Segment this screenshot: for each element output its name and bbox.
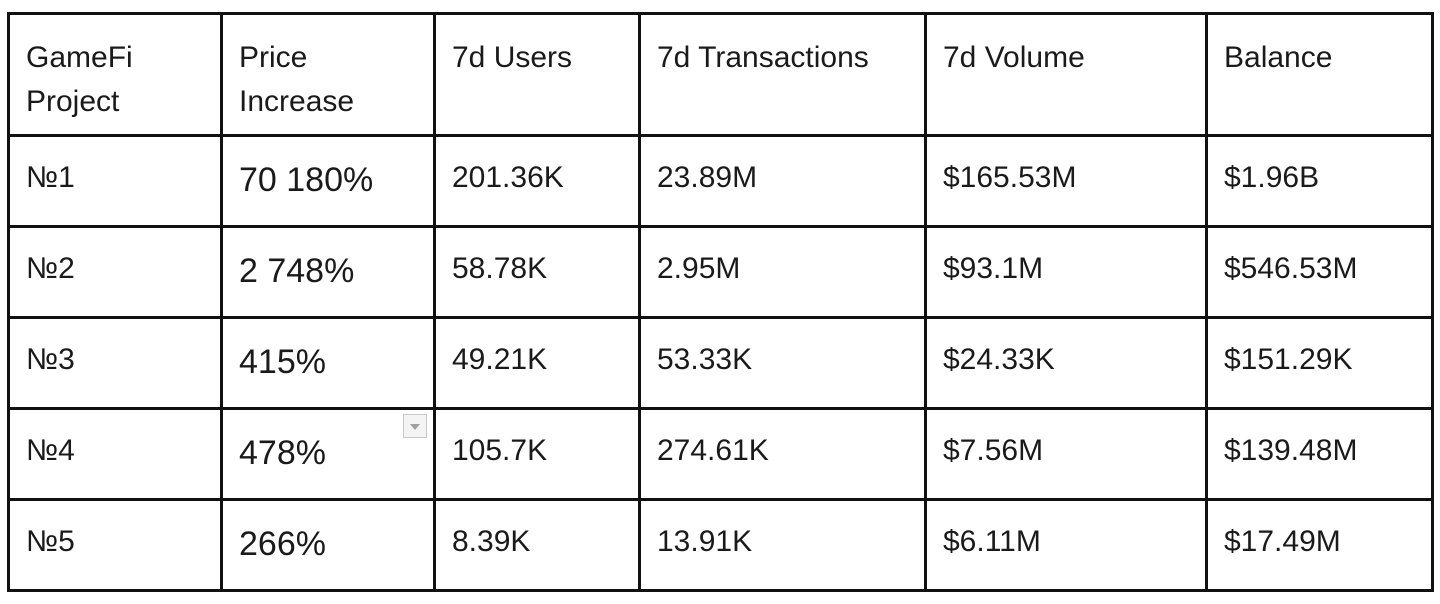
cell-text: $139.48M (1224, 434, 1358, 467)
header-label-project: GameFi Project (10, 15, 220, 124)
header-cell-price-increase[interactable]: Price Increase (220, 12, 436, 137)
cell-balance[interactable]: $139.48M (1205, 407, 1434, 501)
header-cell-7d-users[interactable]: 7d Users (433, 12, 641, 137)
header-row: GameFi Project Price Increase 7d Users 7… (7, 12, 1434, 137)
cell-text: 266% (239, 525, 326, 563)
table-row: №5 266% 8.39K 13.91K $6.11M $17.49M (7, 498, 1434, 592)
cell-text: $151.29K (1224, 343, 1353, 376)
cell-price-increase[interactable]: 415% (220, 316, 436, 410)
cell-text: 478% (239, 434, 326, 472)
cell-project[interactable]: №1 (7, 134, 223, 228)
cell-text: №3 (26, 343, 75, 376)
cell-text: 201.36K (452, 161, 564, 194)
cell-7d-transactions[interactable]: 2.95M (638, 225, 927, 319)
cell-7d-volume[interactable]: $24.33K (924, 316, 1208, 410)
table-row: №2 2 748% 58.78K 2.95M $93.1M $546.53M (7, 225, 1434, 319)
header-label-line: Price (239, 41, 308, 74)
cell-7d-transactions[interactable]: 274.61K (638, 407, 927, 501)
cell-text: №4 (26, 434, 75, 467)
cell-7d-users[interactable]: 201.36K (433, 134, 641, 228)
cell-text: 415% (239, 343, 326, 381)
cell-text: 23.89M (657, 161, 758, 194)
cell-text: 58.78K (452, 252, 548, 285)
header-label-7d-users: 7d Users (452, 41, 573, 74)
cell-text: $24.33K (943, 343, 1055, 376)
cell-text: 2 748% (239, 252, 355, 290)
cell-text: №1 (26, 161, 75, 194)
cell-price-increase[interactable]: 70 180% (220, 134, 436, 228)
cell-text: 49.21K (452, 343, 548, 376)
header-label-balance: Balance (1224, 41, 1333, 74)
cell-project[interactable]: №3 (7, 316, 223, 410)
cell-7d-users[interactable]: 58.78K (433, 225, 641, 319)
cell-balance[interactable]: $546.53M (1205, 225, 1434, 319)
table-row: №3 415% 49.21K 53.33K $24.33K $151.29K (7, 316, 1434, 410)
header-cell-7d-volume[interactable]: 7d Volume (924, 12, 1208, 137)
gamefi-table-container: GameFi Project Price Increase 7d Users 7… (7, 12, 1434, 592)
cell-project[interactable]: №5 (7, 498, 223, 592)
cell-7d-transactions[interactable]: 23.89M (638, 134, 927, 228)
table-row: №1 70 180% 201.36K 23.89M $165.53M $1.96… (7, 134, 1434, 228)
cell-price-increase[interactable]: 266% (220, 498, 436, 592)
cell-project[interactable]: №4 (7, 407, 223, 501)
cell-7d-volume[interactable]: $165.53M (924, 134, 1208, 228)
cell-7d-volume[interactable]: $7.56M (924, 407, 1208, 501)
header-label-line: GameFi (26, 41, 133, 74)
cell-text: 2.95M (657, 252, 741, 285)
cell-text: 53.33K (657, 343, 753, 376)
cell-balance[interactable]: $151.29K (1205, 316, 1434, 410)
cell-7d-volume[interactable]: $6.11M (924, 498, 1208, 592)
header-cell-balance[interactable]: Balance (1205, 12, 1434, 137)
cell-text: $165.53M (943, 161, 1077, 194)
cell-text: №5 (26, 525, 75, 558)
cell-text: $93.1M (943, 252, 1044, 285)
cell-text: 13.91K (657, 525, 753, 558)
cell-balance[interactable]: $17.49M (1205, 498, 1434, 592)
cell-7d-volume[interactable]: $93.1M (924, 225, 1208, 319)
header-label-7d-volume: 7d Volume (943, 41, 1085, 74)
cell-7d-users[interactable]: 49.21K (433, 316, 641, 410)
cell-text: $6.11M (943, 525, 1041, 558)
cell-7d-transactions[interactable]: 53.33K (638, 316, 927, 410)
header-label-line: Increase (239, 85, 355, 118)
header-cell-project[interactable]: GameFi Project (7, 12, 223, 137)
cell-text: $546.53M (1224, 252, 1358, 285)
cell-7d-users[interactable]: 105.7K (433, 407, 641, 501)
cell-project[interactable]: №2 (7, 225, 223, 319)
chevron-down-icon[interactable] (403, 414, 427, 438)
cell-text: 8.39K (452, 525, 531, 558)
cell-text: $1.96B (1224, 161, 1320, 194)
header-cell-7d-transactions[interactable]: 7d Transactions (638, 12, 927, 137)
cell-text: $17.49M (1224, 525, 1341, 558)
cell-7d-users[interactable]: 8.39K (433, 498, 641, 592)
header-label-7d-transactions: 7d Transactions (657, 41, 869, 74)
header-label-line: Project (26, 85, 120, 118)
table-row: №4 478% 105.7K 274.61K $7.56M $139.48M (7, 407, 1434, 501)
cell-text: 70 180% (239, 161, 374, 199)
cell-7d-transactions[interactable]: 13.91K (638, 498, 927, 592)
cell-text: $7.56M (943, 434, 1044, 467)
cell-text: №2 (26, 252, 75, 285)
cell-balance[interactable]: $1.96B (1205, 134, 1434, 228)
gamefi-table: GameFi Project Price Increase 7d Users 7… (7, 12, 1434, 592)
header-label-price-increase: Price Increase (223, 15, 433, 124)
cell-price-increase[interactable]: 478% (220, 407, 436, 501)
cell-text: 105.7K (452, 434, 548, 467)
cell-price-increase[interactable]: 2 748% (220, 225, 436, 319)
cell-text: 274.61K (657, 434, 769, 467)
